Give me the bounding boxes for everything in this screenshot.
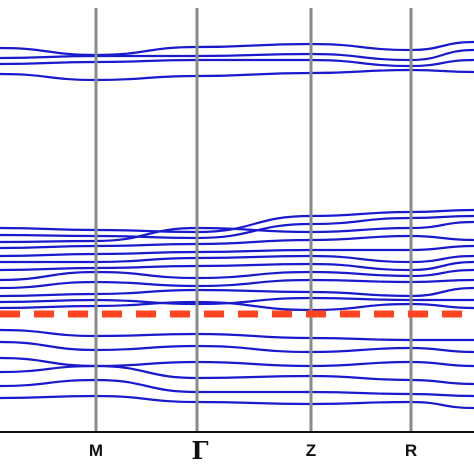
band-line <box>0 260 474 272</box>
band-line <box>0 244 474 258</box>
high-symmetry-lines <box>94 8 413 432</box>
band-line <box>0 40 474 57</box>
band-line <box>0 254 474 264</box>
band-lines <box>0 40 474 410</box>
band-line <box>0 328 474 342</box>
x-tick-label: R <box>405 441 417 460</box>
x-tick-label: Z <box>306 441 316 460</box>
band-line <box>0 300 474 312</box>
band-line <box>0 220 474 244</box>
band-line <box>0 356 474 368</box>
band-line <box>0 278 474 290</box>
band-line <box>0 378 474 398</box>
band-line <box>0 68 474 82</box>
x-tick-label: M <box>89 441 103 460</box>
x-tick-label: Γ <box>191 436 208 465</box>
band-line <box>0 268 474 282</box>
band-line <box>0 394 474 410</box>
band-line <box>0 286 474 298</box>
band-line <box>0 340 474 354</box>
